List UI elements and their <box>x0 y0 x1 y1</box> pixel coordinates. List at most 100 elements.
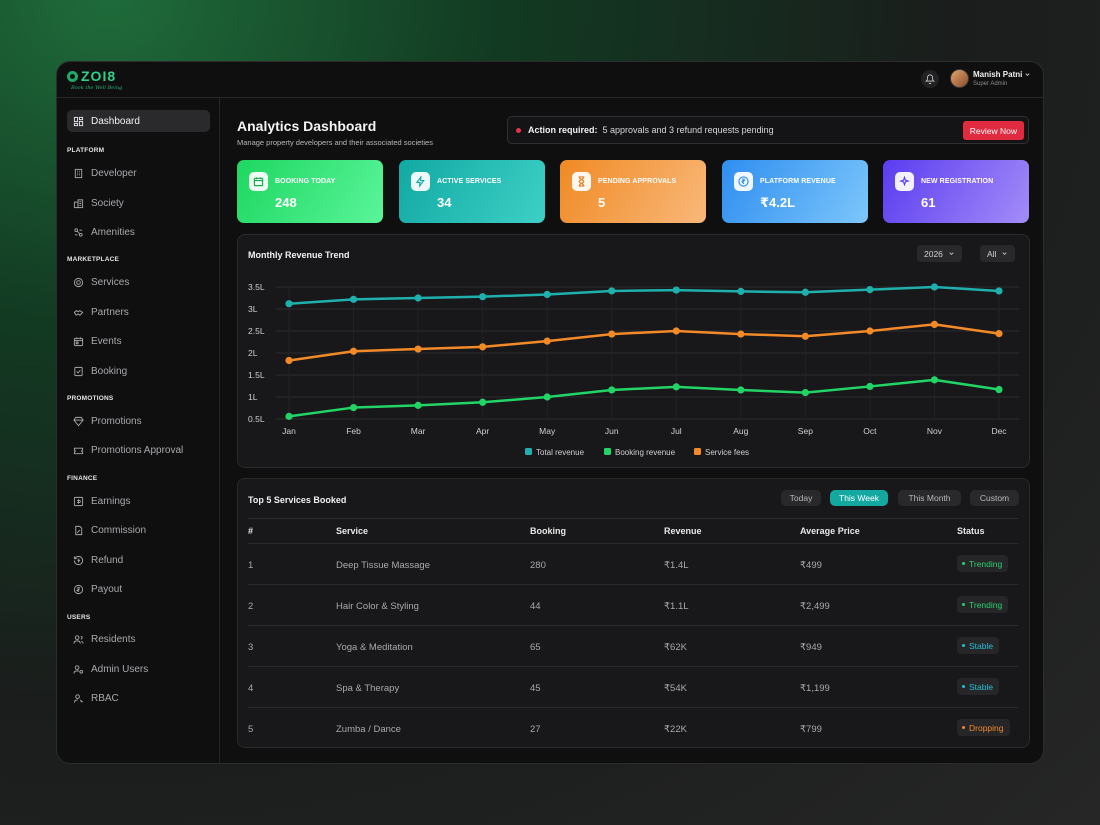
status-text: Dropping <box>969 722 1004 733</box>
data-point <box>543 393 551 401</box>
top-bar: ZOI8 Book the Well Being Manish Patni Su… <box>57 62 1043 98</box>
sidebar-item-commission[interactable]: Commission <box>67 519 210 541</box>
y-tick-label: 3.5L <box>248 282 265 292</box>
services-table-card: Top 5 Services Booked Today This Week Th… <box>237 478 1030 748</box>
sidebar-item-label: Dashboard <box>91 115 140 127</box>
data-point <box>930 376 939 384</box>
sidebar-item-label: Payout <box>91 583 123 595</box>
chevron-down-icon <box>1002 252 1008 255</box>
calendar-icon <box>253 177 264 187</box>
sidebar-item-society[interactable]: Society <box>67 192 210 214</box>
bell-icon <box>925 74 935 84</box>
sidebar-item-refund[interactable]: Refund <box>67 549 210 571</box>
year-select[interactable]: 2026 <box>917 245 962 262</box>
x-tick-label: Jan <box>282 426 296 436</box>
alert-dot-icon <box>516 127 521 133</box>
stat-card-platform-revenue[interactable]: PLATFORM REVENUE ₹4.2L <box>722 160 868 223</box>
legend-label: Total revenue <box>536 448 585 457</box>
brand-logo[interactable]: ZOI8 Book the Well Being <box>67 68 147 94</box>
data-point <box>995 330 1003 338</box>
tab-this-week[interactable]: This Week <box>830 490 888 506</box>
cell-revenue: ₹1.4L <box>664 560 689 571</box>
booking-icon <box>74 366 83 376</box>
table-row[interactable]: 2 Hair Color & Styling 44 ₹1.1L ₹2,499 Trendi… <box>248 584 1018 625</box>
brand-tagline: Book the Well Being <box>71 85 123 91</box>
data-point <box>672 286 680 294</box>
cell-booking: 27 <box>530 724 541 735</box>
notification-button[interactable] <box>921 70 939 88</box>
data-point <box>349 295 358 303</box>
status-dot-icon <box>962 644 965 647</box>
column-header-rank: # <box>248 526 254 536</box>
y-tick-label: 2.5L <box>248 326 265 336</box>
sidebar-item-label: Commission <box>91 524 147 536</box>
data-point <box>737 330 745 338</box>
sidebar-item-label: Society <box>91 197 124 209</box>
earnings-icon <box>73 496 84 506</box>
sidebar-item-promotions-approval[interactable]: Promotions Approval <box>67 439 210 461</box>
table-row[interactable]: 4 Spa & Therapy 45 ₹54K ₹1,199 Stable <box>248 666 1018 707</box>
sidebar-item-rbac[interactable]: RBAC <box>67 687 210 709</box>
user-role: Super Admin <box>973 81 1008 87</box>
sidebar-item-partners[interactable]: Partners <box>67 301 210 323</box>
table-row[interactable]: 3 Yoga & Meditation 65 ₹62K ₹949 Stable <box>248 625 1018 666</box>
cell-rank: 5 <box>248 724 254 735</box>
data-point <box>285 412 293 420</box>
status-badge: Trending <box>957 555 1009 572</box>
sidebar-item-events[interactable]: Events <box>67 330 210 352</box>
table-divider <box>248 518 1018 519</box>
sidebar-item-developer[interactable]: Developer <box>67 162 210 184</box>
x-tick-label: Jul <box>671 426 682 436</box>
tab-today[interactable]: Today <box>781 490 821 506</box>
handshake-icon <box>73 309 84 316</box>
stat-value: 248 <box>275 195 297 210</box>
series-line <box>288 323 1000 362</box>
sidebar-item-services[interactable]: Services <box>67 271 210 293</box>
building-icon <box>74 168 83 178</box>
page-title: Analytics Dashboard <box>237 118 377 134</box>
table-row[interactable]: 5 Zumba / Dance 27 ₹22K ₹799 Dropping <box>248 707 1018 748</box>
cell-service: Yoga & Meditation <box>336 642 413 653</box>
society-icon <box>73 198 84 208</box>
sidebar-item-admin-users[interactable]: Admin Users <box>67 658 210 680</box>
stat-card-active-services[interactable]: ACTIVE SERVICES 34 <box>399 160 545 223</box>
sidebar-item-dashboard[interactable]: Dashboard <box>67 110 210 132</box>
status-dot-icon <box>962 562 965 565</box>
review-now-button[interactable]: Review Now <box>962 121 1024 140</box>
sidebar-item-booking[interactable]: Booking <box>67 360 210 382</box>
sidebar-item-amenities[interactable]: Amenities <box>67 221 210 243</box>
legend-swatch <box>525 448 532 455</box>
filter-select[interactable]: All <box>980 245 1016 262</box>
legend-label: Booking revenue <box>615 448 676 457</box>
tab-custom[interactable]: Custom <box>970 490 1019 506</box>
sidebar-item-label: Events <box>91 335 122 347</box>
sidebar-item-earnings[interactable]: Earnings <box>67 490 210 512</box>
cell-rank: 2 <box>248 601 254 612</box>
stat-value: ₹4.2L <box>760 195 796 210</box>
status-text: Stable <box>969 640 994 651</box>
data-point <box>479 293 487 301</box>
stat-card-pending-approvals[interactable]: PENDING APPROVALS 5 <box>560 160 706 223</box>
action-required-banner: Action required: 5 approvals and 3 refun… <box>507 116 1029 144</box>
cell-service: Spa & Therapy <box>336 683 400 694</box>
table-row[interactable]: 1 Deep Tissue Massage 280 ₹1.4L ₹499 Trending <box>248 543 1018 584</box>
amenities-icon <box>74 227 83 237</box>
sidebar-item-promotions[interactable]: Promotions <box>67 410 210 432</box>
stat-value: 34 <box>437 195 452 210</box>
stat-card-booking-today[interactable]: BOOKING TODAY 248 <box>237 160 383 223</box>
sidebar-section-platform: PLATFORM <box>67 147 105 154</box>
cell-rank: 3 <box>248 642 254 653</box>
sidebar-item-label: Developer <box>91 167 137 179</box>
cell-booking: 65 <box>530 642 541 653</box>
sidebar-item-label: Admin Users <box>91 663 149 675</box>
sidebar-item-payout[interactable]: Payout <box>67 578 210 600</box>
data-point <box>672 327 680 335</box>
column-header-average-price: Average Price <box>800 526 860 536</box>
user-avatar[interactable] <box>950 69 969 88</box>
cell-rank: 4 <box>248 683 254 694</box>
tab-this-month[interactable]: This Month <box>898 490 961 506</box>
cell-avg-price: ₹2,499 <box>800 601 830 612</box>
sidebar-item-residents[interactable]: Residents <box>67 628 210 650</box>
user-menu[interactable]: Manish Patni Super Admin <box>973 70 1031 87</box>
stat-card-new-registration[interactable]: NEW REGISTRATION 61 <box>883 160 1029 223</box>
